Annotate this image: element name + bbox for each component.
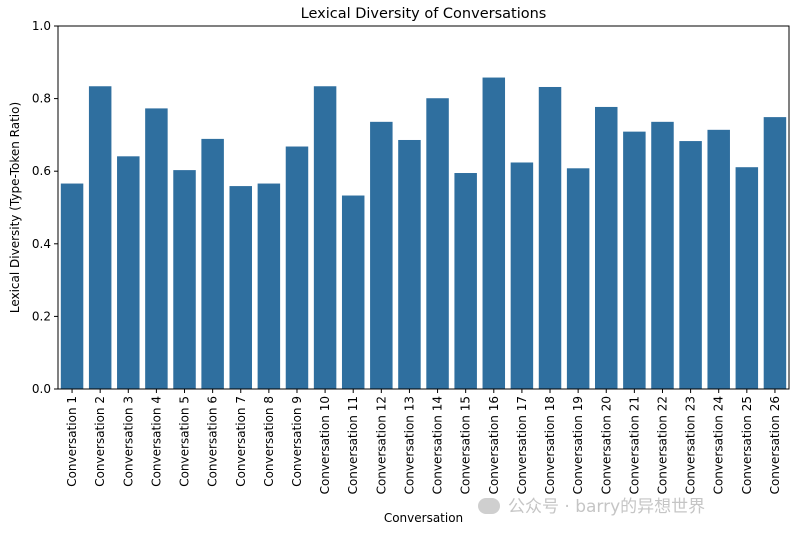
bar [398, 139, 421, 389]
bar [538, 86, 562, 389]
y-axis-label: Lexical Diversity (Type-Token Ratio) [8, 102, 22, 313]
wechat-icon [478, 498, 500, 514]
bar [341, 195, 365, 389]
watermark: 公众号 · barry的异想世界 [478, 492, 705, 517]
x-tick-label: Conversation 6 [206, 396, 220, 487]
x-tick-label: Conversation 26 [768, 396, 782, 494]
bar [117, 156, 140, 389]
x-tick-label: Conversation 5 [178, 396, 192, 487]
y-tick-label: 0.8 [32, 92, 51, 106]
x-tick-label: Conversation 10 [318, 396, 332, 494]
bar [623, 131, 646, 389]
x-tick-label: Conversation 25 [740, 396, 754, 494]
y-tick-label: 0.2 [32, 309, 51, 323]
bar [510, 162, 534, 389]
x-tick-label: Conversation 2 [93, 396, 107, 487]
x-tick-label: Conversation 8 [262, 396, 276, 487]
bar [426, 98, 449, 389]
x-axis-label: Conversation [384, 511, 463, 525]
bar [454, 173, 477, 389]
x-tick-label: Conversation 15 [459, 396, 473, 494]
y-tick-label: 0.4 [32, 237, 51, 251]
bar [60, 183, 84, 389]
bar [482, 77, 506, 390]
y-tick-label: 1.0 [32, 19, 51, 33]
x-tick-label: Conversation 22 [655, 396, 669, 494]
watermark-text: 公众号 · barry的异想世界 [508, 497, 706, 517]
x-tick-label: Conversation 4 [149, 396, 163, 487]
x-tick-label: Conversation 3 [121, 396, 135, 487]
x-tick-label: Conversation 17 [515, 396, 529, 494]
bar [313, 86, 337, 390]
x-tick-label: Conversation 16 [487, 396, 501, 494]
x-tick-label: Conversation 14 [431, 396, 445, 494]
bar [145, 108, 168, 389]
x-tick-label: Conversation 21 [627, 396, 641, 494]
x-tick-label: Conversation 19 [571, 396, 585, 494]
bar [651, 121, 674, 389]
x-tick-label: Conversation 9 [290, 396, 304, 487]
bar [201, 138, 224, 389]
x-tick-label: Conversation 12 [374, 396, 388, 494]
bar [595, 106, 618, 389]
x-tick-label: Conversation 13 [402, 396, 416, 494]
bar [173, 170, 196, 389]
bar [707, 129, 730, 389]
bar [735, 167, 759, 389]
x-tick-label: Conversation 1 [65, 396, 79, 487]
bar [88, 86, 112, 390]
plot-frame [57, 25, 790, 390]
bar [229, 186, 252, 389]
x-tick-label: Conversation 24 [712, 396, 726, 494]
bar [763, 117, 787, 389]
x-tick-label: Conversation 7 [234, 396, 248, 487]
y-tick-label: 0.6 [32, 164, 51, 178]
bar [257, 183, 281, 389]
x-tick-label: Conversation 20 [599, 396, 613, 494]
bar [566, 168, 590, 389]
bar [370, 121, 393, 389]
chart-title: Lexical Diversity of Conversations [301, 6, 547, 22]
bar [679, 141, 702, 389]
y-tick-label: 0.0 [32, 382, 51, 396]
x-tick-label: Conversation 11 [346, 396, 360, 494]
x-tick-label: Conversation 23 [684, 396, 698, 494]
bar [285, 146, 309, 389]
x-tick-label: Conversation 18 [543, 396, 557, 494]
